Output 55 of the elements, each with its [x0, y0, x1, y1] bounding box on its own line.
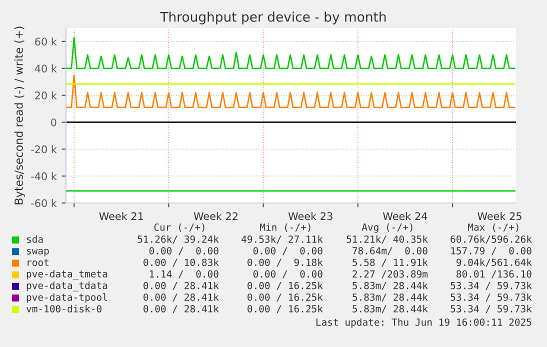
- text: 0.00 / 16.25k: [248, 282, 323, 290]
- y-axis-title: Bytes/second read (-) / write (+): [14, 26, 26, 204]
- line-series: [66, 36, 516, 70]
- y-tick-label: 60 k: [35, 38, 57, 46]
- text: 49.53k/ 27.11k: [242, 235, 323, 244]
- x-tick-label: Week 24: [382, 212, 428, 220]
- text: 2.27 /203.89m: [352, 270, 428, 278]
- text: 0.00 / 0.00: [253, 247, 322, 256]
- text: 53.34 / 59.73k: [450, 293, 532, 302]
- text: 51.26k/ 39.24k: [138, 235, 219, 244]
- legend-label: pve-data-tpool: [26, 293, 107, 303]
- text: 0.00 / 0.00: [149, 247, 218, 256]
- text: 5.83m/ 28.44k: [352, 293, 428, 302]
- text: 0.00 / 10.83k: [144, 258, 219, 267]
- x-tick-label: Week 25: [478, 212, 522, 220]
- legend-label: sda: [27, 235, 43, 243]
- text: 0.00 / 28.41k: [144, 304, 219, 314]
- chart-title: Throughput per device - by month: [160, 12, 386, 24]
- text: Cur (-/+): [154, 223, 204, 232]
- legend-label: pve-data_tdata: [26, 282, 108, 292]
- x-tick-label: Week 22: [194, 212, 238, 220]
- text: 0.00 / 28.41k: [144, 293, 219, 302]
- text: 5.58 / 11.91k: [352, 258, 428, 267]
- text: 53.34 / 59.73k: [450, 304, 532, 314]
- y-tick-label: 40 k: [34, 64, 57, 72]
- legend-label: swap: [27, 248, 49, 256]
- y-tick-label: 0: [51, 118, 56, 126]
- text: Avg (-/+): [362, 223, 412, 233]
- text: 53.34 / 59.73k: [450, 282, 532, 290]
- text: 51.21k/ 40.35k: [346, 235, 428, 244]
- y-tick-label: -20 k: [31, 145, 57, 154]
- text: 0.00 / 0.00: [253, 270, 322, 278]
- x-tick-label: Week 23: [288, 212, 332, 220]
- text: 5.83m/ 28.44k: [352, 304, 428, 314]
- text: 1.14 / 0.00: [150, 270, 218, 278]
- text: Min (-/+): [260, 223, 310, 232]
- text: 78.64m/ 0.00: [352, 247, 428, 256]
- legend-label: vm-100-disk-0: [26, 304, 102, 312]
- text: 5.83m/ 28.44k: [352, 282, 428, 290]
- y-tick-label: -60 k: [31, 199, 57, 208]
- legend-label: root: [28, 259, 48, 266]
- text: 80.01 /136.10: [456, 270, 532, 278]
- text: 157.79 / 0.00: [451, 247, 532, 256]
- text: 0.00 / 16.25k: [248, 293, 323, 302]
- text: 60.76k/596.26k: [450, 235, 532, 244]
- text: 9.04k/561.64k: [456, 258, 532, 267]
- y-tick-label: -40 k: [31, 172, 57, 180]
- legend-label: pve-data_tmeta: [26, 270, 108, 280]
- y-tick-label: 20 k: [35, 91, 57, 100]
- x-tick-label: Week 21: [99, 212, 143, 220]
- text: Max (-/+): [468, 223, 518, 232]
- text: 0.00 / 16.25k: [248, 304, 323, 314]
- text: Last update: Thu Jun 19 16:00:11 2025: [316, 318, 532, 328]
- text: 0.00 / 9.18k: [248, 258, 323, 267]
- text: 0.00 / 28.41k: [144, 282, 219, 290]
